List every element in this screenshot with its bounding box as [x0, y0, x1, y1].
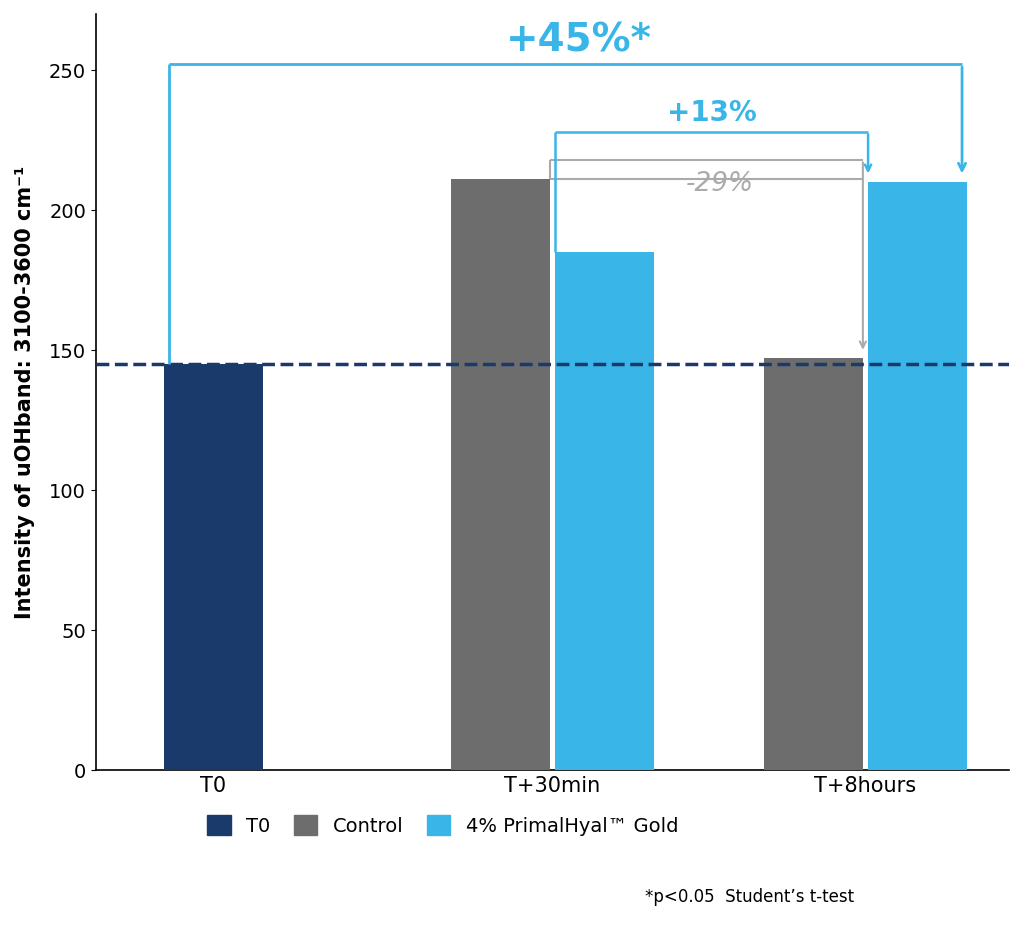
- Bar: [764, 359, 863, 770]
- Text: *p<0.05  Student’s t-test: *p<0.05 Student’s t-test: [645, 887, 854, 905]
- Bar: [451, 180, 550, 770]
- Legend: T0, Control, 4% PrimalHyal™ Gold: T0, Control, 4% PrimalHyal™ Gold: [200, 807, 686, 844]
- Text: -29%: -29%: [685, 171, 754, 197]
- Y-axis label: Intensity of uOHband: 3100-3600 cm⁻¹: Intensity of uOHband: 3100-3600 cm⁻¹: [15, 166, 35, 619]
- Text: +45%*: +45%*: [506, 21, 651, 59]
- Text: +13%: +13%: [667, 99, 757, 127]
- Bar: [555, 252, 654, 770]
- Bar: [868, 183, 968, 770]
- Bar: [164, 365, 263, 770]
